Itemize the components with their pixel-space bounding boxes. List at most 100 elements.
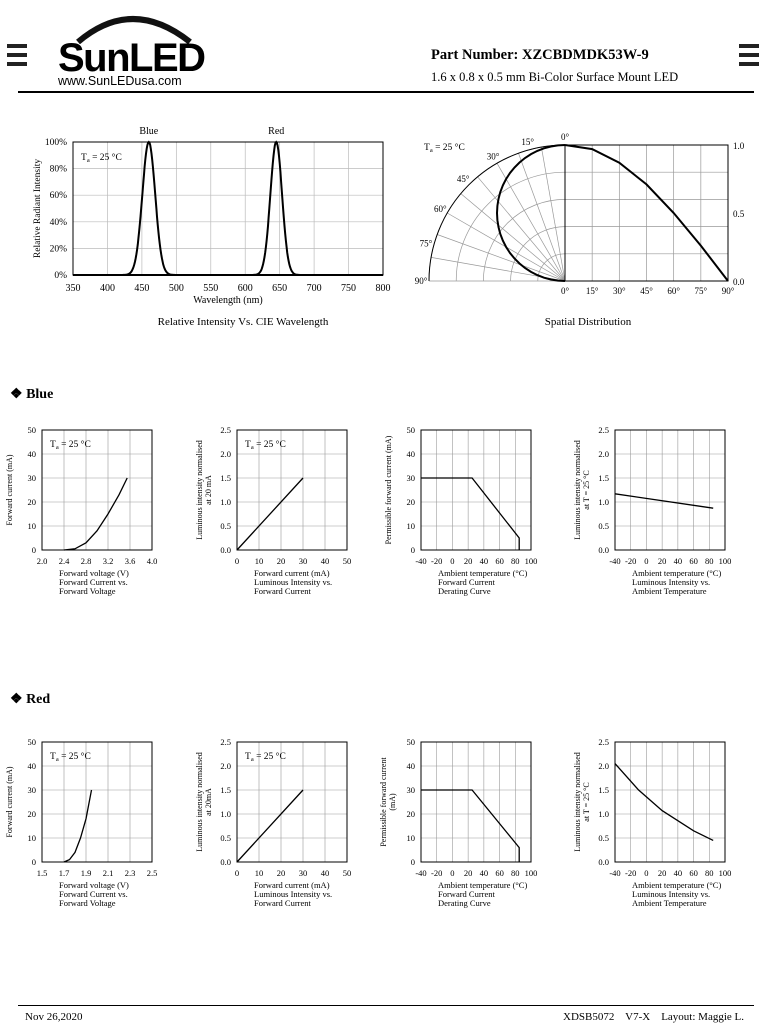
x-tick-label: 1.9 (81, 868, 92, 878)
section-blue-heading: ❖ Blue (10, 386, 53, 403)
y-tick-label: 1.0 (598, 497, 609, 507)
x-tick-label: 60 (495, 556, 504, 566)
x-tick-label: 2.1 (103, 868, 114, 878)
plot-frame (564, 144, 729, 282)
x-tick-label: 30 (299, 556, 308, 566)
x-tick-label: 15° (586, 286, 599, 296)
angle-label: 0° (561, 132, 570, 142)
y-tick-label: 2.0 (598, 761, 609, 771)
polar-ring (483, 199, 566, 282)
menu-icon-right[interactable] (739, 44, 759, 71)
x-tick-label: -40 (415, 868, 426, 878)
x-tick-label: 100 (525, 556, 538, 566)
x-tick-label: 2.8 (81, 556, 92, 566)
x-tick-label: 500 (169, 283, 184, 294)
chart-caption-line: Derating Curve (438, 898, 491, 908)
y-axis-label: Relative Radiant Intensity (33, 159, 43, 258)
x-tick-label: 100 (719, 868, 732, 878)
plot-frame (420, 429, 532, 551)
data-line (614, 763, 714, 841)
y-tick-label: 20 (28, 809, 37, 819)
chart-caption-line: Forward Current (254, 898, 312, 908)
x-tick-label: 400 (100, 283, 115, 294)
polar-spoke (541, 147, 566, 282)
x-tick-label: 30° (613, 286, 626, 296)
y-axis-label: at T = 25 °C (582, 782, 591, 821)
section-red-heading: ❖ Red (10, 691, 50, 708)
x-tick-label: 0 (450, 868, 454, 878)
x-tick-label: 40 (321, 556, 330, 566)
footer-date: Nov 26,2020 (25, 1011, 83, 1023)
red-charts: 1.5 1.7 1.9 2.1 2.3 2.5 0 10 20 30 40 50 Forward cur… (5, 737, 732, 908)
chart-caption-line: Forward Current vs. (59, 577, 128, 587)
chart-caption-line: Ambient temperature (°C) (632, 880, 721, 890)
x-tick-label: 20 (464, 868, 473, 878)
small-chart-blue-2: -40 -20 0 20 40 60 80 100 0 10 20 30 40 50 Permissible… (384, 425, 537, 596)
temp-label: Ta = 25 °C (81, 152, 122, 164)
polar-ring (455, 171, 566, 282)
y-axis-label: Luminous intensity normalised (573, 752, 582, 852)
chart-caption-line: Forward Voltage (59, 898, 116, 908)
x-tick-label: 600 (238, 283, 253, 294)
small-chart-blue-0: 2.0 2.4 2.8 3.2 3.6 4.0 0 10 20 30 40 50 Forward cur… (5, 425, 157, 596)
peak-label-1: Red (268, 126, 284, 137)
x-tick-label: 3.6 (125, 556, 136, 566)
y-tick-label: 1.0 (220, 809, 231, 819)
x-tick-label: -40 (609, 868, 620, 878)
plot-frame (236, 429, 348, 551)
logo-arc (76, 16, 192, 44)
x-tick-label: 750 (341, 283, 356, 294)
y-tick-label: 40 (407, 449, 416, 459)
y-tick-label: 1.0 (598, 809, 609, 819)
x-tick-label: -20 (431, 868, 442, 878)
x-tick-label: 50 (343, 556, 352, 566)
data-line (63, 477, 128, 551)
x-tick-label: 40 (321, 868, 330, 878)
y-tick-label: 50 (407, 425, 416, 435)
x-tick-label: -40 (609, 556, 620, 566)
chart-caption: Spatial Distribution (545, 316, 632, 328)
y-tick-label: 0 (411, 545, 415, 555)
x-tick-label: 40 (480, 556, 489, 566)
y-tick-label: 40% (50, 218, 68, 228)
x-tick-label: 20 (277, 556, 286, 566)
diamond-icon: ❖ (10, 692, 23, 707)
chart-caption-line: Luminous Intensity vs. (254, 577, 332, 587)
x-tick-label: 0 (644, 556, 648, 566)
y-tick-label: 10 (28, 833, 37, 843)
x-tick-label: 0 (235, 868, 239, 878)
x-tick-label: 60° (667, 286, 680, 296)
y-tick-label: 1.5 (220, 473, 231, 483)
data-line (614, 493, 714, 509)
polar-spoke (496, 163, 566, 282)
x-tick-label: 10 (255, 868, 264, 878)
menu-icon-left[interactable] (7, 44, 27, 71)
x-tick-label: 50 (343, 868, 352, 878)
x-tick-label: 75° (695, 286, 708, 296)
chart-caption-line: Ambient Temperature (632, 586, 707, 596)
data-line (236, 477, 304, 551)
x-tick-label: 2.0 (37, 556, 48, 566)
small-chart-red-0: 1.5 1.7 1.9 2.1 2.3 2.5 0 10 20 30 40 50 Forward cur… (5, 737, 157, 908)
chart-caption-line: Forward Voltage (59, 586, 116, 596)
x-tick-label: 0 (235, 556, 239, 566)
polar-spoke (518, 153, 566, 282)
x-tick-label: 90° (722, 286, 735, 296)
polar-spoke (477, 176, 566, 282)
y-tick-label: 10 (407, 833, 416, 843)
x-tick-label: 60 (689, 556, 698, 566)
y-tick-label: 20 (407, 809, 416, 819)
angle-label: 75° (420, 239, 433, 249)
y-tick-label: 0.0 (220, 857, 231, 867)
temp-label: Ta = 25 °C (50, 439, 91, 451)
y-axis-label: Luminous intensity normalised (195, 752, 204, 852)
brand-url: www.SunLEDusa.com (58, 74, 182, 88)
y-tick-label: 0 (32, 857, 36, 867)
x-tick-label: 100 (525, 868, 538, 878)
chart-caption-line: Luminous Intensity vs. (254, 889, 332, 899)
y-tick-label: 0.5 (598, 833, 609, 843)
angle-label: 60° (434, 204, 447, 214)
x-tick-label: 2.5 (147, 868, 158, 878)
series-red-line (73, 140, 383, 276)
small-chart-red-1: 0 10 20 30 40 50 0.0 0.5 1.0 1.5 2.0 2.5 Luminous in… (195, 737, 351, 908)
